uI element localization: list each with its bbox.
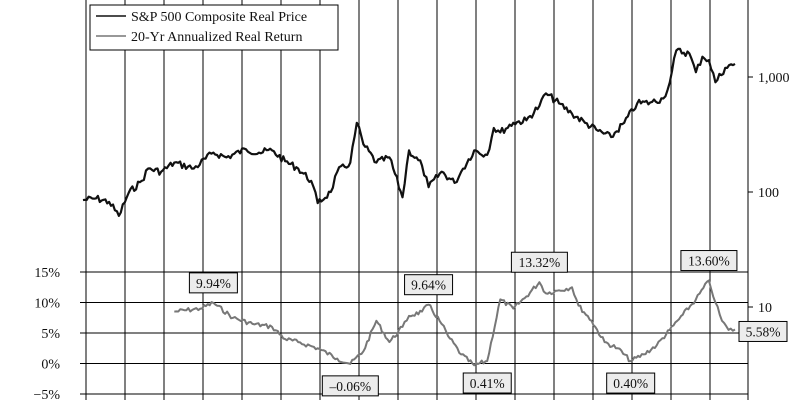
legend-layer: S&P 500 Composite Real Price 20-Yr Annual… (89, 4, 339, 51)
callout-box (738, 320, 788, 342)
right-axis-tick-label: 10 (758, 301, 772, 316)
callout-label: 0.41% (470, 376, 505, 391)
left-axis-tick-label: 15% (34, 266, 60, 281)
callout-layer: 9.94% –0.06% 9.64% 0.41% 13.32% 0.40% 13.60% 5.… (188, 250, 788, 397)
right-axis-tick-label: 100 (758, 186, 779, 201)
left-axis-tick-label: 5% (41, 327, 60, 342)
callout-label: –0.06% (329, 379, 372, 394)
real-price-line (82, 47, 736, 217)
callout-label: 5.58% (746, 324, 781, 339)
callout-box (680, 250, 738, 272)
legend-box (89, 4, 339, 51)
callout-box (462, 372, 512, 394)
legend-entry-label: S&P 500 Composite Real Price (131, 10, 307, 25)
left-axis-tick-label: 10% (34, 297, 60, 312)
left-axis-tick-label: 0% (41, 358, 60, 373)
callout-label: 9.94% (196, 276, 231, 291)
callout-box (188, 272, 238, 294)
callout-label: 13.32% (519, 255, 561, 270)
series-layer (82, 47, 736, 367)
real-return-line (174, 279, 736, 367)
grid-layer (80, 0, 749, 400)
callout-box (321, 375, 379, 397)
callout-label: 13.60% (688, 254, 730, 269)
left-axis-tick-label: −5% (33, 388, 60, 400)
callout-box (606, 372, 656, 394)
callout-label: 0.40% (613, 376, 648, 391)
callout-box (510, 251, 568, 273)
legend-entry-label: 20-Yr Annualized Real Return (131, 30, 302, 45)
axis-layer: 15% 10% 5% 0% −5% 1,000 100 10 (33, 71, 790, 403)
callout-box (404, 274, 454, 296)
right-axis-tick-label: 1,000 (758, 71, 790, 86)
callout-label: 9.64% (411, 278, 446, 293)
